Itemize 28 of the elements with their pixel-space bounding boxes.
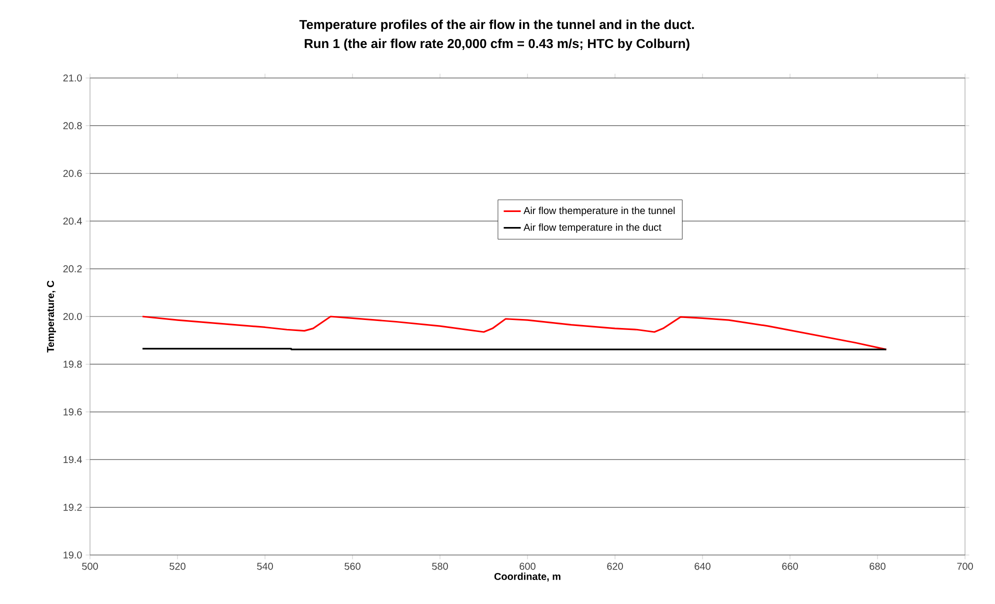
x-tick-label: 680 bbox=[870, 562, 886, 570]
y-tick-label: 20.8 bbox=[63, 122, 82, 130]
y-tick-label: 20.2 bbox=[63, 265, 82, 272]
y-tick-label: 19.6 bbox=[64, 408, 82, 416]
y-tick-label: 21.0 bbox=[63, 74, 82, 82]
x-tick-label: 620 bbox=[607, 562, 623, 570]
y-tick-label: 19.0 bbox=[64, 551, 82, 559]
x-tick-label: 700 bbox=[957, 562, 973, 570]
y-tick-label: 20.4 bbox=[63, 218, 82, 225]
x-tick-label: 540 bbox=[257, 562, 273, 570]
x-tick-label: 660 bbox=[782, 562, 798, 570]
x-tick-label: 580 bbox=[432, 562, 448, 570]
legend-label: Air flow temperature in the duct bbox=[524, 223, 662, 233]
x-tick-label: 600 bbox=[520, 562, 536, 570]
x-axis-title: Coordinate, m bbox=[494, 572, 560, 582]
y-tick-label: 19.2 bbox=[64, 504, 82, 511]
chart-subtitle: Run 1 (the air flow rate 20,000 cfm = 0.43 m/s; HTC by Colburn) bbox=[304, 38, 690, 51]
y-tick-label: 19.8 bbox=[64, 360, 82, 368]
x-tick-label: 560 bbox=[344, 562, 360, 570]
y-tick-label: 20.6 bbox=[63, 170, 82, 177]
x-tick-label: 500 bbox=[82, 562, 98, 570]
y-tick-label: 19.4 bbox=[64, 456, 82, 464]
y-axis-title: Temperature, C bbox=[46, 280, 56, 353]
y-tick-label: 20.0 bbox=[63, 312, 82, 320]
x-tick-label: 520 bbox=[170, 562, 186, 570]
x-tick-label: 640 bbox=[694, 562, 710, 570]
chart-title: Temperature profiles of the air flow in the tunnel and in the duct. bbox=[299, 20, 694, 32]
legend-label: Air flow themperature in the tunnel bbox=[524, 206, 675, 216]
